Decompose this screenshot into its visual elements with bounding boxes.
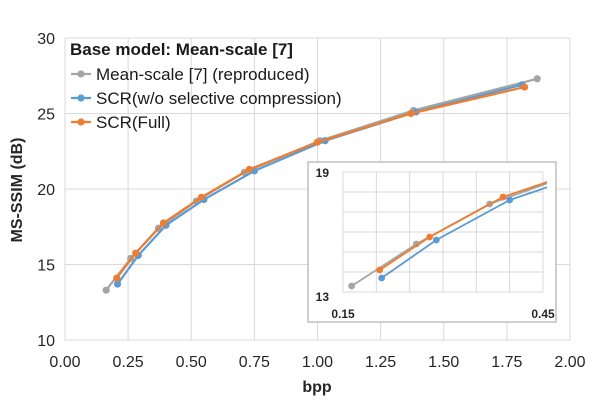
y-tick-label: 30 <box>37 31 55 48</box>
legend-label: Mean-scale [7] (reproduced) <box>96 65 310 84</box>
inset-series-line-1 <box>381 186 547 279</box>
inset-data-point <box>499 193 507 201</box>
data-point <box>520 83 529 91</box>
inset-data-point <box>376 266 384 274</box>
x-axis-title: bpp <box>302 379 332 396</box>
inset-series <box>348 181 547 290</box>
data-point <box>132 249 140 257</box>
data-point <box>313 138 322 146</box>
inset-series-group-1 <box>378 186 547 282</box>
inset-chart: 19 13 0.15 0.45 <box>307 161 557 323</box>
legend-marker <box>77 94 85 102</box>
data-point <box>113 274 121 282</box>
data-point <box>102 286 110 294</box>
legend-marker <box>77 70 85 78</box>
legend-label: SCR(Full) <box>96 113 171 132</box>
y-tick-labels: 10 15 20 25 30 <box>37 31 55 350</box>
inset-data-point <box>432 236 440 244</box>
x-tick-label: 0.25 <box>113 354 144 371</box>
data-point <box>245 165 253 173</box>
data-point <box>113 280 122 288</box>
legend: Base model: Mean-scale [7] Mean-scale [7… <box>70 40 342 132</box>
data-point <box>197 193 205 201</box>
y-axis-title: MS-SSIM (dB) <box>9 138 26 243</box>
inset-series-group-2 <box>376 181 547 274</box>
plot-area <box>64 37 571 341</box>
y-tick-label: 20 <box>37 182 55 199</box>
inset-y-tick-top: 19 <box>316 166 330 180</box>
x-tick-label: 0.50 <box>176 354 207 371</box>
inset-series-line-2 <box>379 181 547 271</box>
legend-title: Base model: Mean-scale [7] <box>70 40 293 59</box>
x-tick-label: 2.00 <box>554 354 585 371</box>
x-tick-label: 0.75 <box>239 354 270 371</box>
data-point <box>159 219 168 227</box>
legend-label: SCR(w/o selective compression) <box>96 89 342 108</box>
inset-data-point <box>506 196 514 204</box>
y-tick-label: 25 <box>37 107 55 124</box>
legend-entries: Mean-scale [7] (reproduced) SCR(w/o selec… <box>71 65 342 132</box>
main-series <box>102 75 541 294</box>
inset-y-tick-bottom: 13 <box>316 290 330 304</box>
y-tick-label: 15 <box>37 258 55 275</box>
series-line-2 <box>115 86 525 279</box>
data-point <box>407 109 415 118</box>
inset-data-point <box>348 282 356 290</box>
inset-grid <box>342 171 544 293</box>
inset-data-point <box>426 233 434 241</box>
y-tick-label: 10 <box>37 333 55 350</box>
x-tick-label: 1.75 <box>491 354 522 371</box>
x-tick-label: 1.50 <box>428 354 459 371</box>
inset-x-tick-left: 0.15 <box>331 307 355 321</box>
data-point <box>533 75 541 83</box>
x-tick-label: 1.25 <box>365 354 396 371</box>
inset-x-tick-right: 0.45 <box>531 307 555 321</box>
x-tick-labels: 0.00 0.25 0.50 0.75 1.00 1.25 1.50 1.75 2.00 <box>49 354 585 371</box>
x-tick-label: 0.00 <box>49 354 80 371</box>
x-tick-label: 1.00 <box>302 354 333 371</box>
legend-marker <box>77 118 85 126</box>
inset-data-point <box>378 274 386 282</box>
